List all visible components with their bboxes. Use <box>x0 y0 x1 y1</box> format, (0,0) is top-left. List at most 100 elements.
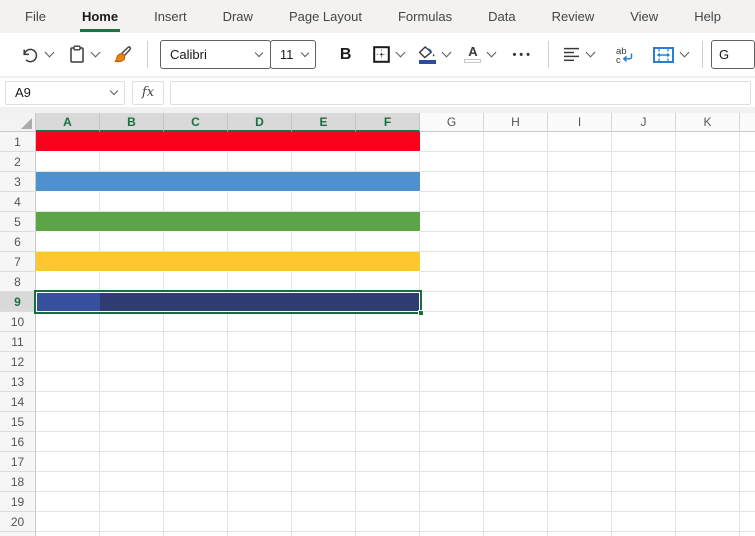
row-header-14[interactable]: 14 <box>0 392 36 412</box>
fill-color-button[interactable] <box>416 39 452 71</box>
selected-cells-B9-F9[interactable] <box>100 292 420 312</box>
formula-input[interactable] <box>170 80 751 105</box>
row-header-21[interactable] <box>0 532 36 536</box>
tab-review[interactable]: Review <box>551 9 595 24</box>
borders-icon <box>373 46 391 63</box>
filled-range-A3-F3[interactable] <box>36 172 420 192</box>
row-header-12[interactable]: 12 <box>0 352 36 372</box>
undo-button[interactable] <box>18 39 55 71</box>
filled-range-A1-F1[interactable] <box>36 132 420 152</box>
filled-range-A5-F5[interactable] <box>36 212 420 232</box>
fill-handle[interactable] <box>418 310 424 316</box>
cells-row-2[interactable] <box>36 152 755 172</box>
row-header-9[interactable]: 9 <box>0 292 36 312</box>
row-header-20[interactable]: 20 <box>0 512 36 532</box>
row-header-3[interactable]: 3 <box>0 172 36 192</box>
paste-dropdown-chevron-icon[interactable] <box>90 47 101 58</box>
column-header-H[interactable]: H <box>484 113 548 132</box>
sheet-row-3: 3 <box>0 172 755 192</box>
cells-row-3[interactable] <box>420 172 755 192</box>
row-header-2[interactable]: 2 <box>0 152 36 172</box>
tab-formulas[interactable]: Formulas <box>397 9 453 24</box>
undo-dropdown-chevron-icon[interactable] <box>44 47 55 58</box>
column-header-partial[interactable] <box>740 113 755 132</box>
column-header-D[interactable]: D <box>228 113 292 132</box>
row-header-17[interactable]: 17 <box>0 452 36 472</box>
font-size-select[interactable]: 11 <box>269 40 316 69</box>
bold-button[interactable]: B <box>339 45 352 63</box>
cells-row-13[interactable] <box>36 372 755 392</box>
cells-row-8[interactable] <box>36 272 755 292</box>
cells-row-14[interactable] <box>36 392 755 412</box>
cells-row-15[interactable] <box>36 412 755 432</box>
row-header-1[interactable]: 1 <box>0 132 36 152</box>
cells-row-21[interactable] <box>36 532 755 536</box>
alignment-button[interactable] <box>561 39 596 71</box>
column-header-A[interactable]: A <box>36 113 100 132</box>
font-color-button[interactable]: A <box>462 39 497 71</box>
tab-view[interactable]: View <box>630 9 659 24</box>
alignment-chevron-icon[interactable] <box>585 47 596 58</box>
cells-row-19[interactable] <box>36 492 755 512</box>
cells-row-12[interactable] <box>36 352 755 372</box>
row-header-5[interactable]: 5 <box>0 212 36 232</box>
row-header-16[interactable]: 16 <box>0 432 36 452</box>
row-header-11[interactable]: 11 <box>0 332 36 352</box>
cells-row-4[interactable] <box>36 192 755 212</box>
row-header-13[interactable]: 13 <box>0 372 36 392</box>
row-header-8[interactable]: 8 <box>0 272 36 292</box>
name-box[interactable]: A9 <box>5 80 125 105</box>
cells-row-9[interactable] <box>420 292 755 312</box>
column-header-I[interactable]: I <box>548 113 612 132</box>
tab-help[interactable]: Help <box>694 9 721 24</box>
sheet-row-12: 12 <box>0 352 755 372</box>
cells-row-5[interactable] <box>420 212 755 232</box>
column-header-K[interactable]: K <box>676 113 740 132</box>
tab-insert[interactable]: Insert <box>154 9 187 24</box>
row-header-18[interactable]: 18 <box>0 472 36 492</box>
merge-cells-button[interactable] <box>651 39 690 71</box>
cells-row-20[interactable] <box>36 512 755 532</box>
format-painter-button[interactable] <box>111 39 135 71</box>
select-all-button[interactable] <box>0 113 36 132</box>
row-header-4[interactable]: 4 <box>0 192 36 212</box>
insert-function-button[interactable]: fx <box>132 80 164 105</box>
cells-row-7[interactable] <box>420 252 755 272</box>
tab-file[interactable]: File <box>25 9 46 24</box>
cells-row-17[interactable] <box>36 452 755 472</box>
column-header-J[interactable]: J <box>612 113 676 132</box>
filled-range-A7-F7[interactable] <box>36 252 420 272</box>
number-format-select[interactable]: G <box>711 40 755 69</box>
paste-button[interactable] <box>67 39 101 71</box>
cells-row-1[interactable] <box>420 132 755 152</box>
cells-row-18[interactable] <box>36 472 755 492</box>
tab-home[interactable]: Home <box>64 0 136 33</box>
row-header-15[interactable]: 15 <box>0 412 36 432</box>
column-header-F[interactable]: F <box>356 113 420 132</box>
cells-row-11[interactable] <box>36 332 755 352</box>
row-header-19[interactable]: 19 <box>0 492 36 512</box>
borders-button[interactable] <box>371 39 406 71</box>
column-header-C[interactable]: C <box>164 113 228 132</box>
column-header-B[interactable]: B <box>100 113 164 132</box>
active-cell-A9[interactable] <box>36 292 100 312</box>
tab-page-layout[interactable]: Page Layout <box>288 9 362 24</box>
tab-draw[interactable]: Draw <box>222 9 253 24</box>
font-color-chevron-icon[interactable] <box>486 47 497 58</box>
column-header-E[interactable]: E <box>292 113 356 132</box>
cells-row-10[interactable] <box>36 312 755 332</box>
fx-icon: fx <box>141 85 155 100</box>
font-name-select[interactable]: Calibri <box>160 40 271 69</box>
cells-row-16[interactable] <box>36 432 755 452</box>
wrap-text-button[interactable]: ab c <box>612 39 637 71</box>
row-header-10[interactable]: 10 <box>0 312 36 332</box>
borders-dropdown-chevron-icon[interactable] <box>395 47 406 58</box>
row-header-6[interactable]: 6 <box>0 232 36 252</box>
merge-cells-chevron-icon[interactable] <box>679 47 690 58</box>
row-header-7[interactable]: 7 <box>0 252 36 272</box>
tab-data[interactable]: Data <box>488 9 516 24</box>
fill-color-chevron-icon[interactable] <box>441 47 452 58</box>
column-header-G[interactable]: G <box>420 113 484 132</box>
cells-row-6[interactable] <box>36 232 755 252</box>
more-font-options-button[interactable]: ••• <box>512 48 533 61</box>
